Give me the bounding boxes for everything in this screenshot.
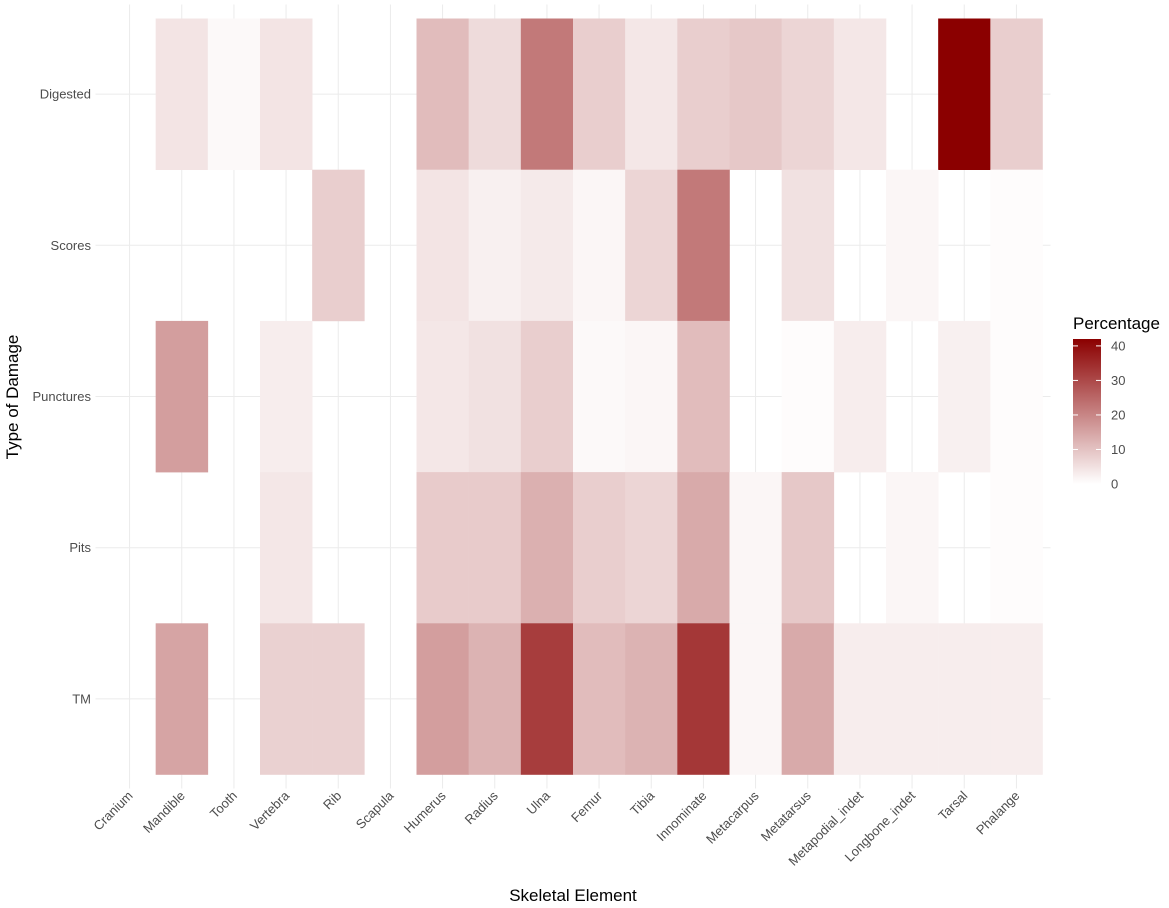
- heatmap-cell: [260, 623, 313, 775]
- heatmap-cell: [573, 169, 626, 322]
- x-tick-label: Tibia: [627, 787, 658, 818]
- heatmap-cell: [468, 169, 522, 322]
- heatmap-cell: [677, 472, 730, 624]
- heatmap-cell: [207, 18, 261, 170]
- heatmap-cell: [260, 472, 313, 624]
- heatmap-cell: [677, 169, 730, 322]
- x-tick-label: Tooth: [207, 788, 240, 821]
- legend-tick-label: 20: [1111, 407, 1125, 422]
- x-tick-label: Vertebra: [247, 787, 293, 833]
- heatmap-cell: [990, 472, 1043, 624]
- heatmap-cell: [416, 320, 469, 473]
- x-axis-title: Skeletal Element: [509, 886, 637, 905]
- x-tick-label: Phalange: [973, 788, 1022, 837]
- y-tick-label: TM: [72, 691, 91, 706]
- heatmap-cell: [990, 623, 1043, 775]
- heatmap-cell: [833, 18, 887, 170]
- x-tick-label: Ulna: [524, 787, 554, 817]
- heatmap-cell: [833, 320, 887, 473]
- heatmap-cell: [468, 472, 522, 624]
- heatmap-cell: [729, 623, 782, 775]
- legend-tick-label: 30: [1111, 373, 1125, 388]
- heatmap-cell: [416, 623, 469, 775]
- heatmap-cell: [416, 472, 469, 624]
- x-tick-label: Humerus: [401, 788, 449, 836]
- heatmap-cell: [781, 169, 835, 322]
- heatmap-cell: [990, 169, 1043, 322]
- heatmap-cell: [990, 320, 1043, 473]
- heatmap-cell: [468, 623, 522, 775]
- heatmap-cell: [833, 623, 887, 775]
- heatmap-cell: [520, 472, 574, 624]
- heatmap-cell: [938, 623, 991, 775]
- heatmap-cell: [155, 623, 209, 775]
- heatmap-cell: [260, 18, 313, 170]
- y-axis-title: Type of Damage: [3, 335, 22, 460]
- heatmap-cell: [573, 320, 626, 473]
- heatmap-cell: [520, 320, 574, 473]
- x-tick-label: Femur: [568, 788, 606, 826]
- heatmap-cell: [781, 18, 835, 170]
- heatmap-cell: [990, 18, 1043, 170]
- heatmap-cell: [886, 472, 939, 624]
- heatmap-cell: [312, 169, 365, 322]
- heatmap-cell: [938, 18, 991, 170]
- heatmap-cell: [468, 320, 522, 473]
- y-axis-ticks: Digested Scores Punctures Pits TM: [32, 87, 91, 707]
- heatmap-cell: [677, 320, 730, 473]
- y-tick-label: Digested: [40, 87, 91, 102]
- heatmap-cell: [520, 169, 574, 322]
- heatmap-cell: [729, 472, 782, 624]
- heatmap-cell: [416, 18, 469, 170]
- x-tick-label: Rib: [320, 788, 344, 812]
- heatmap-cell: [312, 623, 365, 775]
- heatmap-cell: [625, 169, 678, 322]
- heatmap-cell: [573, 18, 626, 170]
- heatmap-cell: [677, 623, 730, 775]
- x-tick-label: Cranium: [90, 788, 135, 833]
- legend: Percentage 0 10 20 30 40: [1073, 314, 1160, 492]
- x-tick-label: Metacarpus: [703, 788, 762, 847]
- x-axis-ticks: Cranium Mandible Tooth Vertebra Rib Scapula Hu…: [90, 787, 1022, 868]
- heatmap-cell: [155, 320, 209, 473]
- x-tick-label: Mandible: [140, 788, 188, 836]
- heatmap-cell: [886, 169, 939, 322]
- heatmap-cell: [625, 623, 678, 775]
- legend-tick-label: 40: [1111, 338, 1125, 353]
- heatmap-cell: [573, 472, 626, 624]
- heatmap-cell: [781, 472, 835, 624]
- y-tick-label: Scores: [51, 238, 92, 253]
- x-tick-label: Radius: [462, 788, 502, 828]
- heatmap-cell: [416, 169, 469, 322]
- heatmap-cell: [573, 623, 626, 775]
- heatmap-cell: [520, 623, 574, 775]
- y-tick-label: Pits: [69, 540, 91, 555]
- heatmap-cell: [520, 18, 574, 170]
- heatmap-cell: [625, 472, 678, 624]
- heatmap-cell: [938, 320, 991, 473]
- x-tick-label: Metatarsus: [758, 788, 814, 844]
- x-tick-label: Innominate: [653, 788, 709, 844]
- heatmap-cells: [155, 18, 1043, 775]
- heatmap-cell: [625, 320, 678, 473]
- heatmap-cell: [625, 18, 678, 170]
- legend-colorbar: [1073, 339, 1101, 484]
- heatmap-cell: [260, 320, 313, 473]
- legend-tick-label: 0: [1111, 477, 1118, 492]
- heatmap-cell: [155, 18, 209, 170]
- legend-title: Percentage: [1073, 314, 1160, 333]
- heatmap-cell: [781, 320, 835, 473]
- x-tick-label: Tarsal: [935, 788, 970, 823]
- heatmap-cell: [729, 18, 782, 170]
- heatmap-cell: [468, 18, 522, 170]
- y-tick-label: Punctures: [32, 389, 91, 404]
- heatmap-cell: [677, 18, 730, 170]
- heatmap-cell: [781, 623, 835, 775]
- legend-ticks: 0 10 20 30 40: [1073, 338, 1125, 492]
- x-tick-label: Scapula: [353, 787, 397, 831]
- heatmap-cell: [886, 623, 939, 775]
- legend-tick-label: 10: [1111, 442, 1125, 457]
